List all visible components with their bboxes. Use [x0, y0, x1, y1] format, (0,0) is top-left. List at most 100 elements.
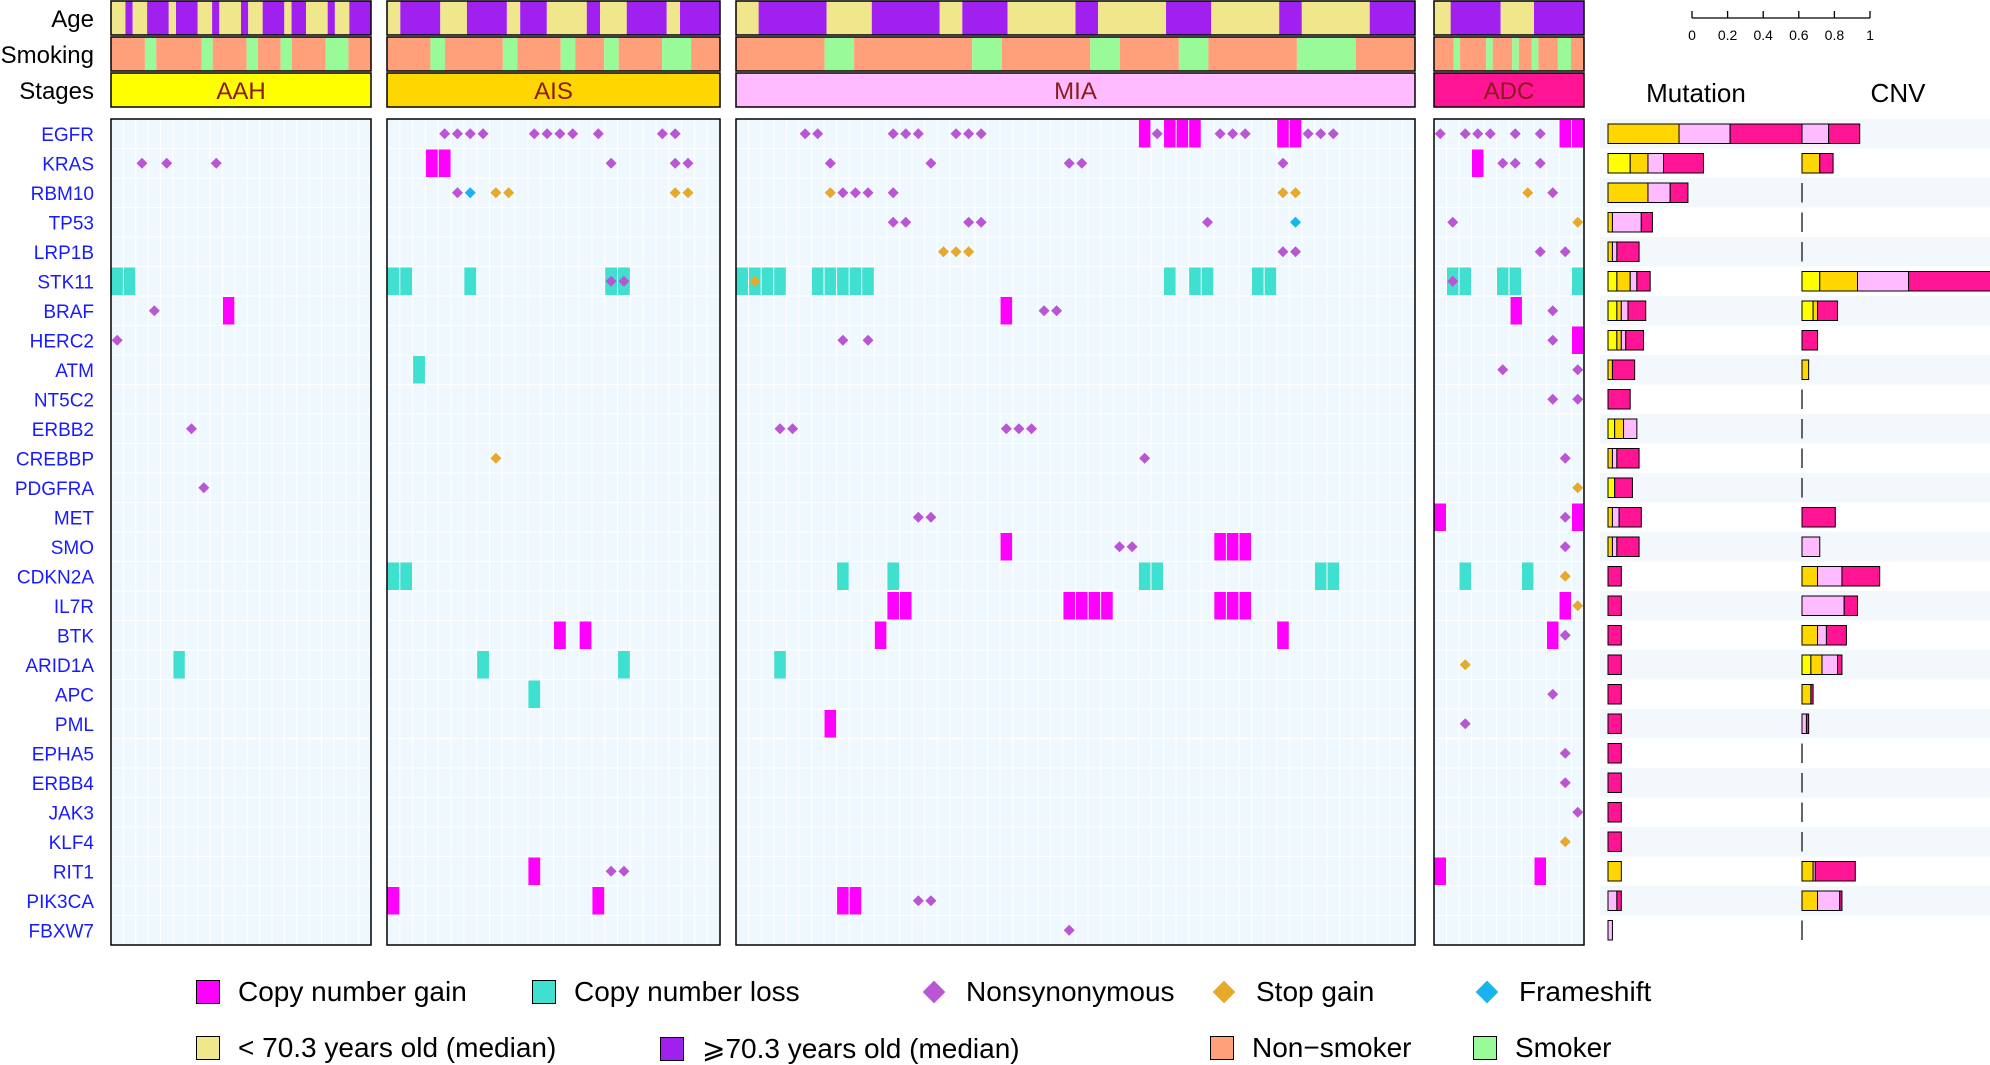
gene-label-braf: BRAF — [43, 302, 94, 323]
nonsynonymous-mark — [1572, 806, 1584, 818]
smoking-segment — [618, 37, 663, 71]
gene-label-arid1a: ARID1A — [25, 656, 94, 677]
cnv-bar-segment — [1801, 271, 1821, 292]
copy-number-gain-cell — [899, 592, 912, 620]
bar-row-stripe — [1600, 886, 1990, 916]
nonsynonymous-mark — [849, 187, 861, 199]
nonsynonymous-mark — [1076, 157, 1088, 169]
mutation-bar-segment — [1614, 418, 1625, 439]
copy-number-loss-cell — [1459, 562, 1471, 590]
mutation-bar-segment — [1620, 330, 1627, 351]
copy-number-gain-cell — [837, 887, 849, 915]
nonsynonymous-mark — [1038, 305, 1050, 317]
mutation-bar-segment — [1607, 595, 1622, 616]
nonsynonymous-mark — [1547, 305, 1559, 317]
mutation-bar-segment — [1629, 153, 1649, 174]
nonsynonymous-mark — [541, 128, 553, 140]
mutation-bar-segment — [1647, 153, 1664, 174]
smoking-segment — [1355, 37, 1415, 71]
nonsynonymous-mark — [1497, 364, 1509, 376]
gene-label-apc: APC — [55, 685, 94, 706]
copy-number-loss-cell — [736, 267, 749, 295]
nonsynonymous-mark — [605, 275, 617, 287]
frameshift-mark — [1290, 216, 1302, 228]
cnv-bar-segment — [1801, 713, 1807, 734]
smoking-segment — [972, 37, 1002, 71]
mutation-bar-segment — [1616, 271, 1631, 292]
age-segment — [197, 1, 213, 35]
nonsynonymous-mark — [1051, 305, 1063, 317]
age-segment — [1211, 1, 1280, 35]
nonsynonymous-mark — [1277, 246, 1289, 258]
copy-number-gain-cell — [1239, 592, 1252, 620]
copy-number-gain-cell — [1572, 326, 1584, 354]
nonsynonymous-mark — [1447, 275, 1459, 287]
mutation-bar-segment — [1616, 448, 1640, 469]
gene-label-lrp1b: LRP1B — [34, 243, 94, 264]
nonsynonymous-mark — [1559, 246, 1571, 258]
bar-row-stripe — [1600, 355, 1990, 385]
smoking-segment — [1518, 37, 1532, 71]
stop-gain-mark — [503, 187, 515, 199]
nonsynonymous-mark — [1559, 777, 1571, 789]
mutation-bar-segment — [1616, 536, 1640, 557]
age-segment — [176, 1, 198, 35]
nonsynonymous-mark — [1509, 128, 1521, 140]
age-track-border — [110, 0, 372, 36]
cnv-bar-segment — [1817, 566, 1843, 587]
nonsynonymous-mark — [1114, 541, 1126, 553]
nonsynonymous-mark — [148, 305, 160, 317]
smoking-segment — [604, 37, 619, 71]
mutation-bar-segment — [1616, 890, 1622, 911]
stage-band-adc — [1433, 72, 1585, 108]
nonsynonymous-mark — [1277, 157, 1289, 169]
cnv-bar-segment — [1805, 713, 1810, 734]
copy-number-gain-cell — [1189, 120, 1201, 148]
nonsynonymous-mark — [1447, 216, 1459, 228]
copy-number-loss-cell — [1459, 267, 1471, 295]
nonsynonymous-mark — [824, 157, 836, 169]
age-segment — [1369, 1, 1415, 35]
smoking-segment — [1570, 37, 1584, 71]
age-segment — [736, 1, 759, 35]
age-segment — [466, 1, 507, 35]
mutation-bar-segment — [1669, 182, 1689, 203]
age-segment — [1301, 1, 1370, 35]
nonsynonymous-mark — [1459, 718, 1471, 730]
copy-number-gain-cell — [1138, 120, 1151, 148]
age-segment — [871, 1, 940, 35]
nonsynonymous-mark — [528, 128, 540, 140]
nonsynonymous-mark — [925, 157, 937, 169]
nonsynonymous-mark — [161, 157, 173, 169]
copy-number-loss-cell — [413, 356, 425, 384]
copy-number-gain-cell — [1559, 120, 1571, 148]
stage-label-adc: ADC — [1484, 78, 1535, 105]
gene-label-crebbp: CREBBP — [16, 449, 94, 470]
mutation-bar-segment — [1607, 684, 1622, 705]
bar-row-stripe — [1600, 296, 1990, 326]
nonsynonymous-mark — [837, 334, 849, 346]
copy-number-gain-cell — [438, 149, 451, 177]
gene-label-pml: PML — [55, 715, 94, 736]
smoking-segment — [1512, 37, 1519, 71]
smoking-segment — [1486, 37, 1493, 71]
nonsynonymous-mark — [1497, 157, 1509, 169]
copy-number-loss-cell — [1522, 562, 1534, 590]
smoking-segment — [111, 37, 145, 71]
nonsynonymous-mark — [1227, 128, 1239, 140]
gene-label-btk: BTK — [57, 626, 94, 647]
cnv-bar-segment — [1810, 684, 1814, 705]
copy-number-loss-cell — [774, 267, 786, 295]
nonsynonymous-mark — [950, 128, 962, 140]
nonsynonymous-mark — [925, 895, 937, 907]
mutation-bar-segment — [1663, 153, 1704, 174]
mutation-bar-segment — [1678, 123, 1731, 144]
nonsynonymous-mark — [887, 128, 899, 140]
nonsynonymous-mark — [605, 865, 617, 877]
mutation-bar-segment — [1647, 182, 1671, 203]
nonsynonymous-mark — [862, 334, 874, 346]
scale-axis-tick-label: 0.8 — [1825, 27, 1845, 43]
age-track-border — [735, 0, 1416, 36]
nonsynonymous-mark — [1572, 393, 1584, 405]
smoking-segment — [291, 37, 326, 71]
